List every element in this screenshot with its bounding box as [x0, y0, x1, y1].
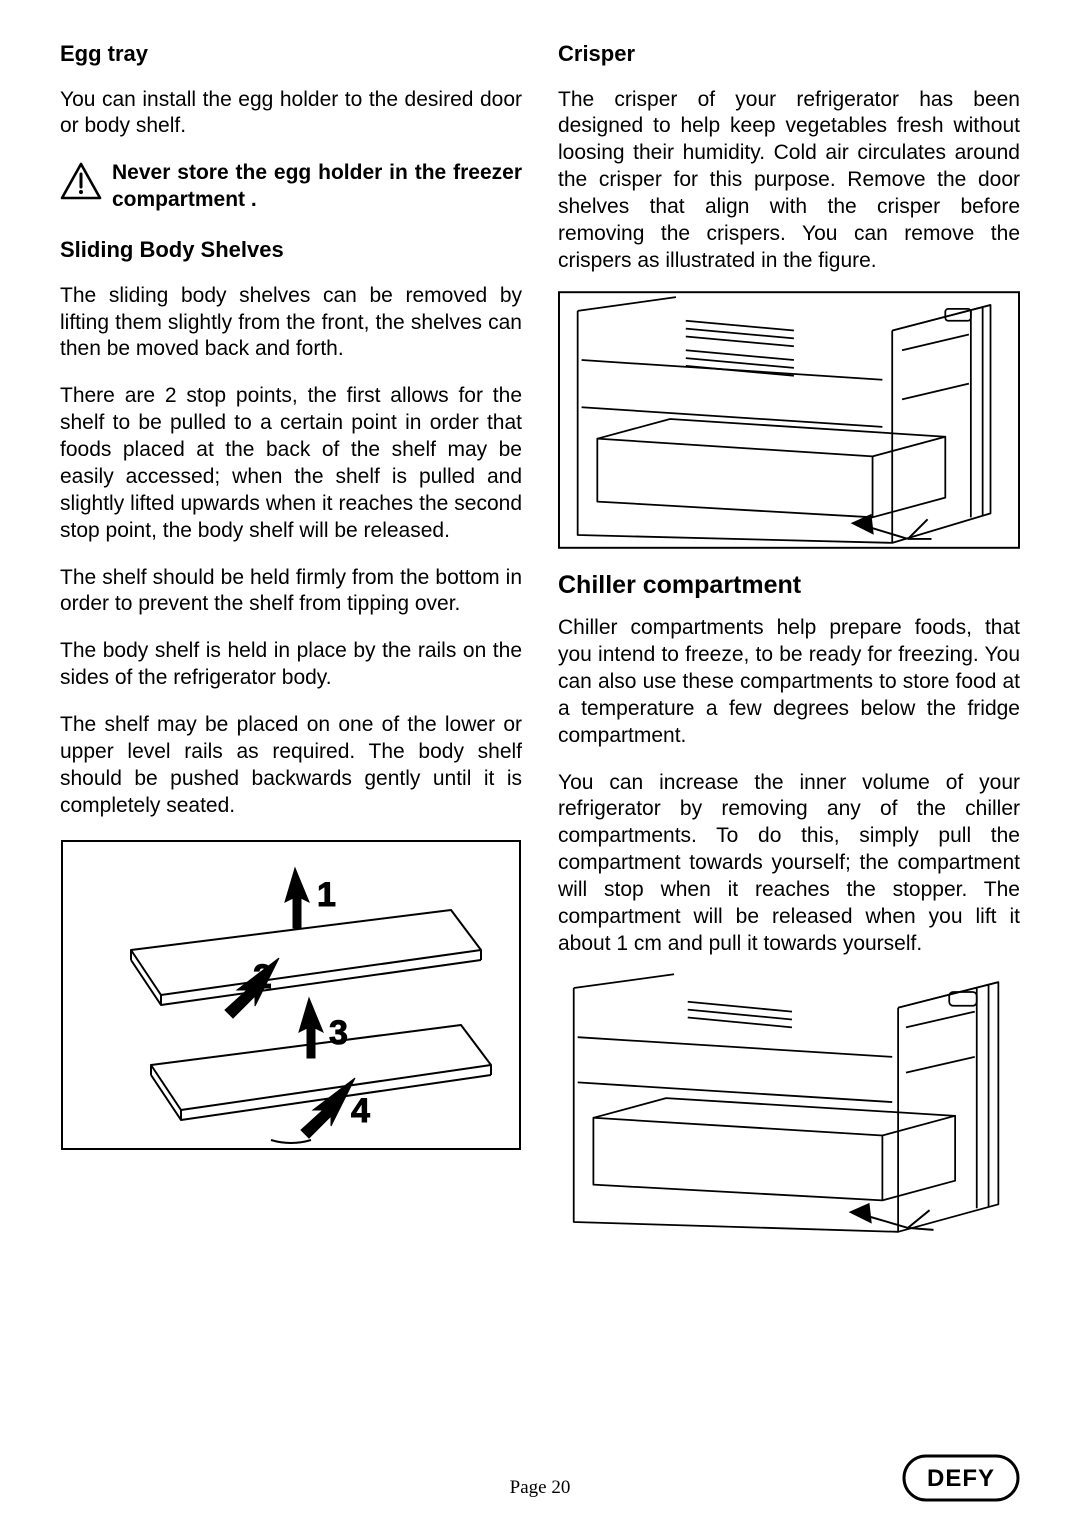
sliding-para-3: The shelf should be held firmly from the…	[60, 565, 522, 619]
brand-text: DEFY	[927, 1465, 995, 1492]
chiller-heading: Chiller compartment	[558, 569, 1020, 602]
right-column: Crisper The crisper of your refrigerator…	[558, 40, 1020, 1258]
brand-badge: DEFY	[902, 1454, 1020, 1507]
two-column-layout: Egg tray You can install the egg holder …	[60, 40, 1020, 1258]
sliding-para-4: The body shelf is held in place by the r…	[60, 638, 522, 692]
sliding-para-2: There are 2 stop points, the first allow…	[60, 383, 522, 544]
chiller-para-2: You can increase the inner volume of you…	[558, 770, 1020, 958]
crisper-heading: Crisper	[558, 40, 1020, 69]
svg-text:4: 4	[351, 1092, 370, 1130]
warning-text: Never store the egg holder in the freeze…	[112, 160, 522, 214]
chiller-diagram	[558, 972, 1020, 1240]
svg-text:2: 2	[253, 958, 272, 996]
egg-tray-paragraph: You can install the egg holder to the de…	[60, 87, 522, 141]
crisper-diagram	[558, 289, 1020, 551]
page-number: Page 20	[510, 1477, 571, 1499]
svg-text:3: 3	[329, 1014, 348, 1052]
chiller-para-1: Chiller compartments help prepare foods,…	[558, 615, 1020, 749]
sliding-shelves-heading: Sliding Body Shelves	[60, 236, 522, 265]
svg-text:1: 1	[317, 876, 336, 914]
warning-triangle-icon	[60, 162, 102, 205]
egg-tray-heading: Egg tray	[60, 40, 522, 69]
warning-block: Never store the egg holder in the freeze…	[60, 160, 522, 214]
sliding-para-5: The shelf may be placed on one of the lo…	[60, 712, 522, 820]
sliding-shelf-diagram: 1 2 3 4	[60, 840, 522, 1150]
sliding-para-1: The sliding body shelves can be removed …	[60, 283, 522, 364]
left-column: Egg tray You can install the egg holder …	[60, 40, 522, 1258]
crisper-paragraph: The crisper of your refrigerator has bee…	[558, 87, 1020, 275]
